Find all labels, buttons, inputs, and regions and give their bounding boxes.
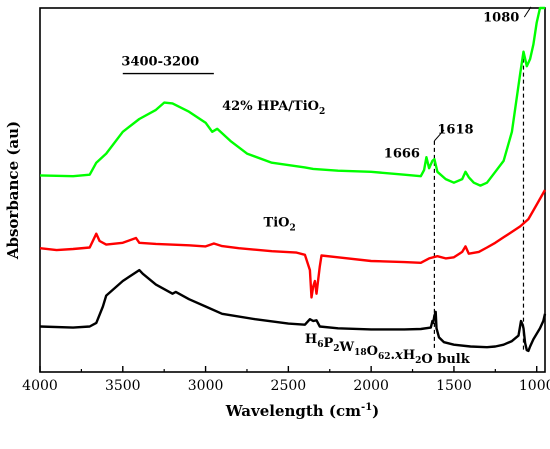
x-tick-label: 1000 — [519, 378, 550, 394]
series-line — [39, 268, 547, 353]
peak-label-1080: 1080 — [483, 10, 519, 25]
x-axis-title: Wavelength (cm-1) — [225, 402, 380, 420]
series-line — [39, 6, 545, 187]
series-line — [39, 189, 547, 299]
x-tick-label: 4000 — [22, 378, 58, 394]
range-annotation: 3400-3200 — [121, 55, 199, 70]
series-label: TiO2 — [264, 215, 296, 233]
y-axis-title: Absorbance (au) — [4, 121, 22, 260]
peak-label-1618: 1618 — [437, 122, 473, 137]
peak-leader-line — [523, 6, 532, 18]
x-tick-label: 3000 — [188, 378, 224, 394]
peak-label-1666: 1666 — [384, 147, 420, 162]
x-tick-label: 2000 — [353, 378, 389, 394]
peak-leader-line — [434, 129, 445, 142]
x-tick-label: 2500 — [271, 378, 307, 394]
series-label: 42% HPA/TiO2 — [222, 99, 325, 117]
x-tick-label: 1500 — [436, 378, 472, 394]
series-label: H6P2W18O62.xH2O bulk — [305, 332, 471, 367]
x-tick-label: 3500 — [105, 378, 141, 394]
plot-frame — [39, 7, 546, 373]
